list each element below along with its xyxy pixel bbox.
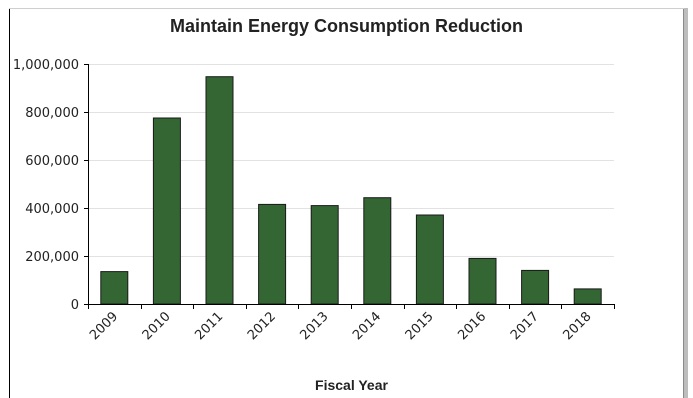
bar-2015 — [415, 214, 444, 305]
y-tick-label: 200,000 — [25, 250, 79, 265]
chart-title: Maintain Energy Consumption Reduction — [169, 16, 523, 36]
axes — [84, 64, 615, 309]
y-tick-label: 400,000 — [25, 202, 79, 217]
bar-2014 — [363, 197, 392, 305]
bar-2012 — [258, 203, 287, 305]
bar-2018 — [573, 288, 602, 305]
x-tick-label: 2014 — [350, 309, 384, 343]
x-tick-label: 2009 — [87, 309, 121, 343]
bar-2009 — [100, 271, 129, 305]
x-tick-label: 2018 — [561, 309, 595, 343]
x-tick-labels: 2009 2010 2011 2012 2013 2014 2015 2016 2017 2018 — [87, 309, 594, 343]
bar-2010 — [152, 117, 181, 305]
x-tick-label: 2013 — [298, 309, 332, 343]
y-tick-label: 600,000 — [25, 154, 79, 169]
bar-2013 — [310, 205, 339, 305]
bars — [100, 76, 602, 305]
x-tick-label: 2010 — [140, 309, 174, 343]
y-tick-labels: 0 200,000 400,000 600,000 800,000 1,000,000 — [13, 58, 79, 313]
x-tick-label: 2016 — [455, 309, 489, 343]
x-tick-label: 2011 — [192, 309, 226, 343]
bar-2011 — [205, 76, 234, 305]
x-axis-title: Fiscal Year — [315, 377, 388, 393]
bar-2016 — [468, 257, 497, 305]
y-tick-label: 0 — [71, 298, 79, 313]
bar-2017 — [521, 269, 550, 305]
x-tick-label: 2015 — [403, 309, 437, 343]
y-tick-label: 1,000,000 — [13, 58, 79, 73]
x-tick-label: 2012 — [245, 309, 279, 343]
y-tick-label: 800,000 — [25, 106, 79, 121]
frame-right-shadow — [684, 8, 688, 398]
x-tick-label: 2017 — [508, 309, 542, 343]
